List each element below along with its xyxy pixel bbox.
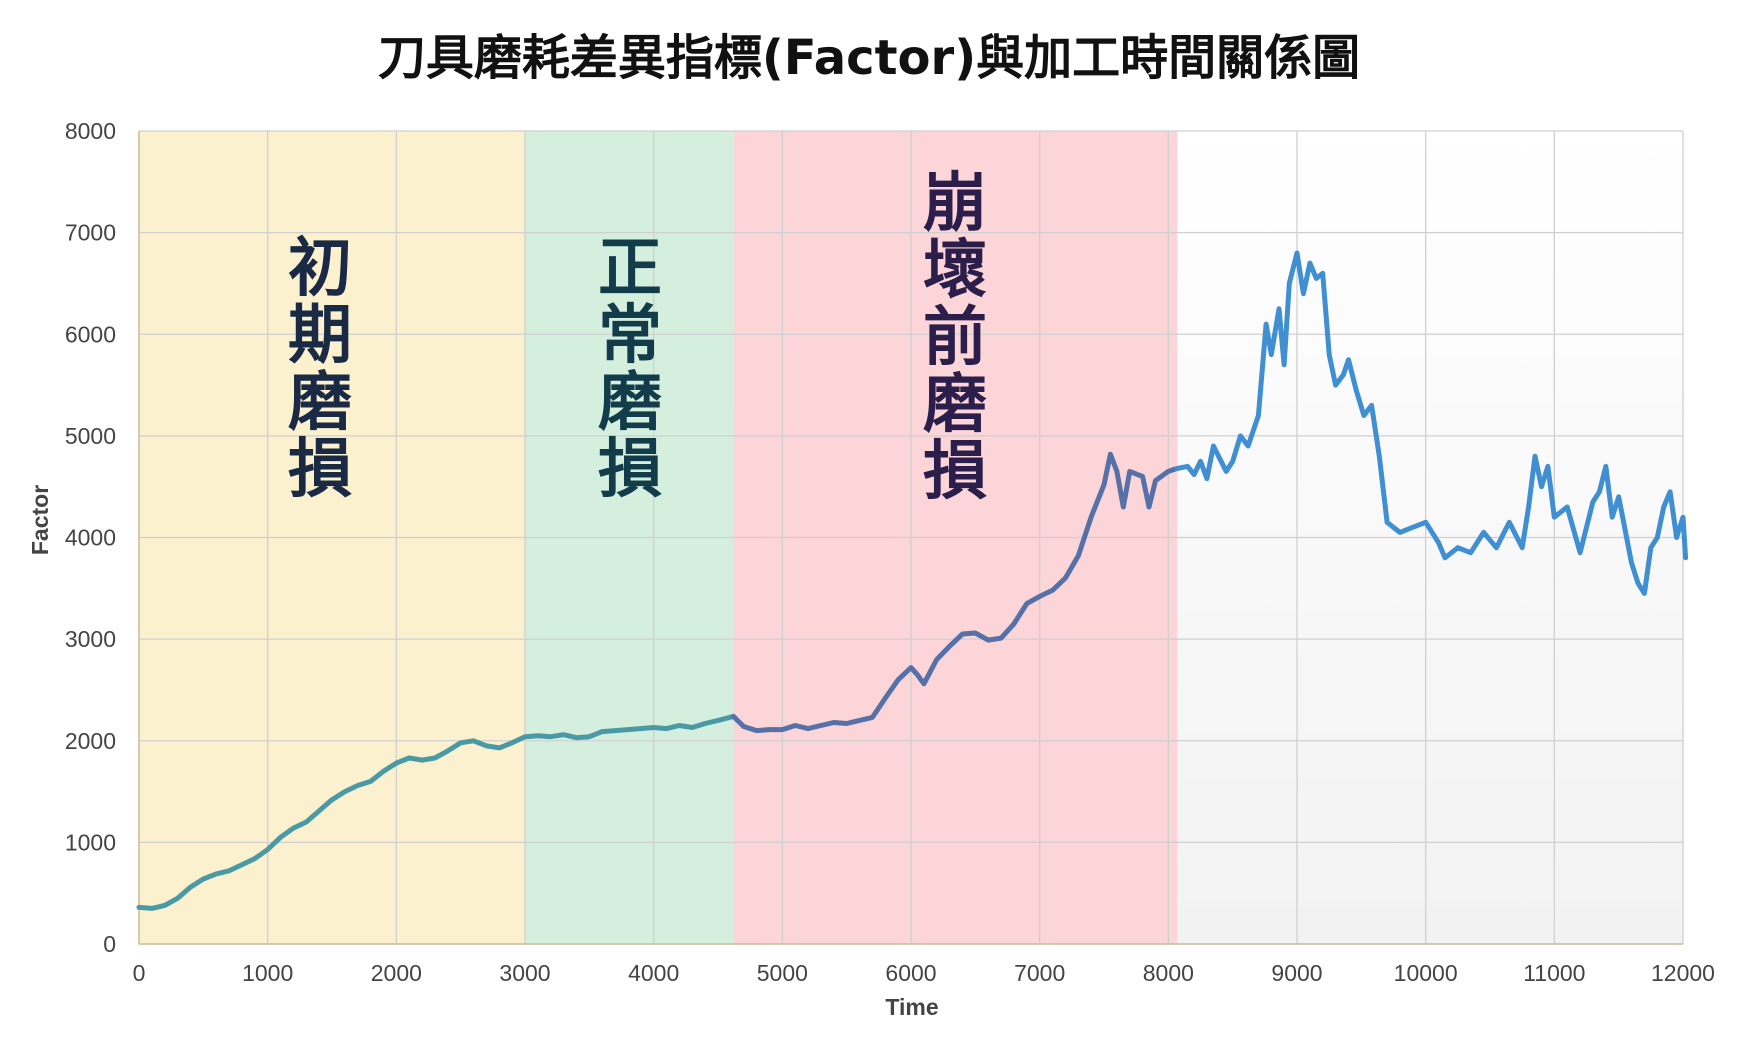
region-label-char: 期 <box>288 299 352 373</box>
x-tick-label: 9000 <box>1271 960 1322 986</box>
region-label-char: 正 <box>598 232 662 306</box>
series-line-segment-2 <box>730 451 1180 734</box>
x-tick-label: 6000 <box>885 960 936 986</box>
region-label-char: 磨 <box>598 366 662 440</box>
region-label-char: 壞 <box>923 234 987 308</box>
region-label-char: 損 <box>598 433 662 507</box>
x-tick-label: 5000 <box>757 960 808 986</box>
y-tick-label: 7000 <box>65 220 116 246</box>
x-tick-label: 8000 <box>1143 960 1194 986</box>
y-tick-label: 6000 <box>65 321 116 347</box>
y-tick-label: 3000 <box>65 626 116 652</box>
region-label-char: 損 <box>923 435 987 509</box>
x-tick-label: 2000 <box>371 960 422 986</box>
x-tick-label: 1000 <box>242 960 293 986</box>
y-tick-label: 4000 <box>65 525 116 551</box>
y-tick-label: 8000 <box>65 118 116 144</box>
chart-title: 刀具磨耗差異指標(Factor)與加工時間關係圖 <box>377 30 1361 86</box>
y-tick-label: 2000 <box>65 728 116 754</box>
region-label-char: 磨 <box>288 366 352 440</box>
region-label-char: 崩 <box>923 167 987 241</box>
y-tick-label: 5000 <box>65 423 116 449</box>
x-tick-label: 12000 <box>1651 960 1715 986</box>
x-axis-title: Time <box>885 994 938 1020</box>
x-tick-label: 4000 <box>628 960 679 986</box>
series-line-segment-1 <box>136 713 736 911</box>
y-tick-label: 1000 <box>65 829 116 855</box>
region-label-char: 損 <box>288 433 352 507</box>
region-label-char: 磨 <box>923 368 987 442</box>
x-tick-label: 7000 <box>1014 960 1065 986</box>
region-label-char: 常 <box>598 299 662 373</box>
series-line-segment-3 <box>1174 250 1689 596</box>
region-label-char: 初 <box>288 232 352 306</box>
y-tick-label: 0 <box>103 931 116 957</box>
x-tick-label: 0 <box>133 960 146 986</box>
y-axis-title: Factor <box>27 485 53 555</box>
x-tick-label: 11000 <box>1523 960 1585 986</box>
region-label-char: 前 <box>923 301 987 375</box>
x-tick-label: 10000 <box>1394 960 1458 986</box>
x-tick-label: 3000 <box>499 960 550 986</box>
